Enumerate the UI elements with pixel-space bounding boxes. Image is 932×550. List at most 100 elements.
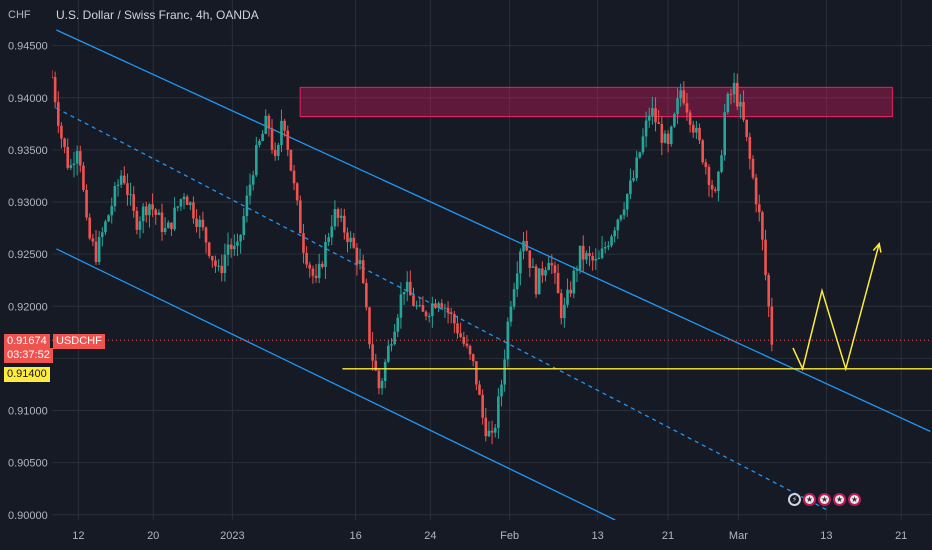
x-tick-label: 2023 [220, 530, 244, 542]
candle-body [75, 151, 79, 164]
candle-body [72, 163, 76, 166]
candle-body [723, 112, 726, 156]
candle-body [126, 183, 129, 195]
candle-body [443, 307, 447, 309]
candle-body [321, 263, 324, 267]
candle-body [657, 122, 660, 124]
x-tick-label: 12 [72, 530, 84, 542]
candle-body [368, 307, 371, 345]
y-tick-label: 0.94000 [8, 93, 48, 105]
candle-body [236, 241, 239, 246]
candle-body [761, 212, 764, 240]
candle-body [195, 218, 198, 227]
candle-body [248, 184, 252, 196]
candle-body [97, 236, 101, 263]
candle-body [154, 209, 158, 215]
us-flag-icon[interactable]: ★ [818, 493, 831, 506]
candle-body [707, 167, 711, 185]
symbol-tag: USDCHF [53, 334, 105, 349]
x-tick-label: 16 [349, 530, 361, 542]
chart-title: U.S. Dollar / Swiss Franc, 4h, OANDA [56, 8, 259, 22]
candle-body [440, 303, 444, 308]
candle-body [751, 158, 755, 178]
candle-body [82, 165, 85, 190]
candle-body [446, 307, 450, 313]
x-tick-label: 20 [147, 530, 159, 542]
candle-body [393, 331, 396, 345]
candle-body [245, 195, 249, 217]
candle-body [509, 306, 513, 322]
candle-body [352, 237, 356, 248]
candle-body [217, 265, 220, 267]
candle-body [380, 380, 384, 389]
candle-body [377, 370, 381, 389]
y-tick-label: 0.90500 [8, 458, 48, 470]
event-flags[interactable]: ⚡ ★ ★ ★ ★ [788, 493, 861, 506]
candle-body [135, 210, 139, 230]
candle-body [490, 430, 494, 433]
countdown-tag: 03:37:52 [4, 348, 53, 363]
candle-body [534, 266, 538, 295]
candle-body [371, 344, 374, 361]
candle-body [189, 202, 192, 205]
candle-body [100, 232, 104, 237]
candle-body [616, 219, 620, 231]
candle-body [198, 219, 202, 227]
resistance-zone [299, 86, 893, 118]
lightning-icon[interactable]: ⚡ [788, 493, 801, 506]
candle-body [544, 270, 547, 276]
candle-body [459, 333, 462, 337]
candle-body [116, 184, 120, 186]
candle-body [449, 312, 453, 314]
candle-body [361, 260, 365, 283]
candle-body [742, 102, 745, 120]
us-flag-icon[interactable]: ★ [803, 493, 816, 506]
candle-body [289, 149, 293, 171]
candle-body [701, 140, 704, 163]
candle-body [339, 215, 343, 218]
candle-body [167, 222, 170, 229]
candle-body [402, 291, 406, 295]
candle-body [456, 323, 459, 334]
candle-body [78, 151, 82, 166]
candle-body [484, 417, 488, 437]
candle-body [324, 241, 327, 267]
candle-body [336, 209, 340, 218]
candle-body [647, 115, 651, 121]
candle-body [569, 289, 572, 294]
candle-body [145, 206, 148, 216]
candle-body [132, 194, 136, 211]
candle-body [613, 230, 616, 237]
candle-body [691, 124, 695, 133]
candle-body [754, 177, 758, 205]
candle-body [396, 317, 400, 332]
candle-body [735, 82, 739, 107]
candle-body [625, 194, 629, 210]
candle-body [415, 305, 418, 307]
candle-body [528, 250, 532, 268]
candle-body [475, 361, 478, 385]
candle-body [387, 345, 390, 362]
candle-body [635, 157, 638, 179]
us-flag-icon[interactable]: ★ [848, 493, 861, 506]
candle-body [267, 115, 271, 129]
y-tick-label: 0.92500 [8, 249, 48, 261]
candle-body [333, 209, 337, 227]
candle-body [346, 232, 349, 242]
candle-body [739, 102, 742, 107]
candle-body [409, 281, 412, 296]
y-tick-label: 0.92000 [8, 301, 48, 313]
candle-body [427, 316, 431, 318]
candle-body [682, 90, 686, 104]
candle-body [242, 216, 246, 235]
candle-body [745, 119, 748, 137]
candle-body [503, 359, 506, 385]
candle-body [229, 244, 233, 250]
candle-body [720, 155, 723, 172]
candle-body [622, 209, 626, 216]
price-levels [52, 339, 932, 370]
us-flag-icon[interactable]: ★ [833, 493, 846, 506]
candle-body [239, 234, 242, 242]
x-tick-label: 13 [820, 530, 832, 542]
